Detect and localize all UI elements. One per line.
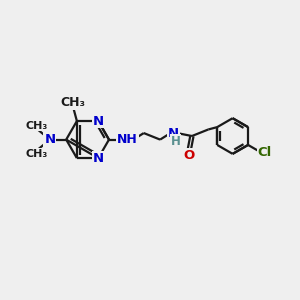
Text: H: H	[171, 135, 181, 148]
Text: O: O	[183, 148, 195, 162]
Text: CH₃: CH₃	[26, 121, 48, 130]
Text: N: N	[93, 152, 104, 165]
Text: CH₃: CH₃	[26, 148, 48, 159]
Text: Cl: Cl	[257, 146, 272, 159]
Text: CH₃: CH₃	[61, 96, 85, 109]
Text: N: N	[168, 127, 179, 140]
Text: N: N	[44, 133, 56, 146]
Text: NH: NH	[117, 133, 138, 146]
Text: N: N	[93, 115, 104, 128]
